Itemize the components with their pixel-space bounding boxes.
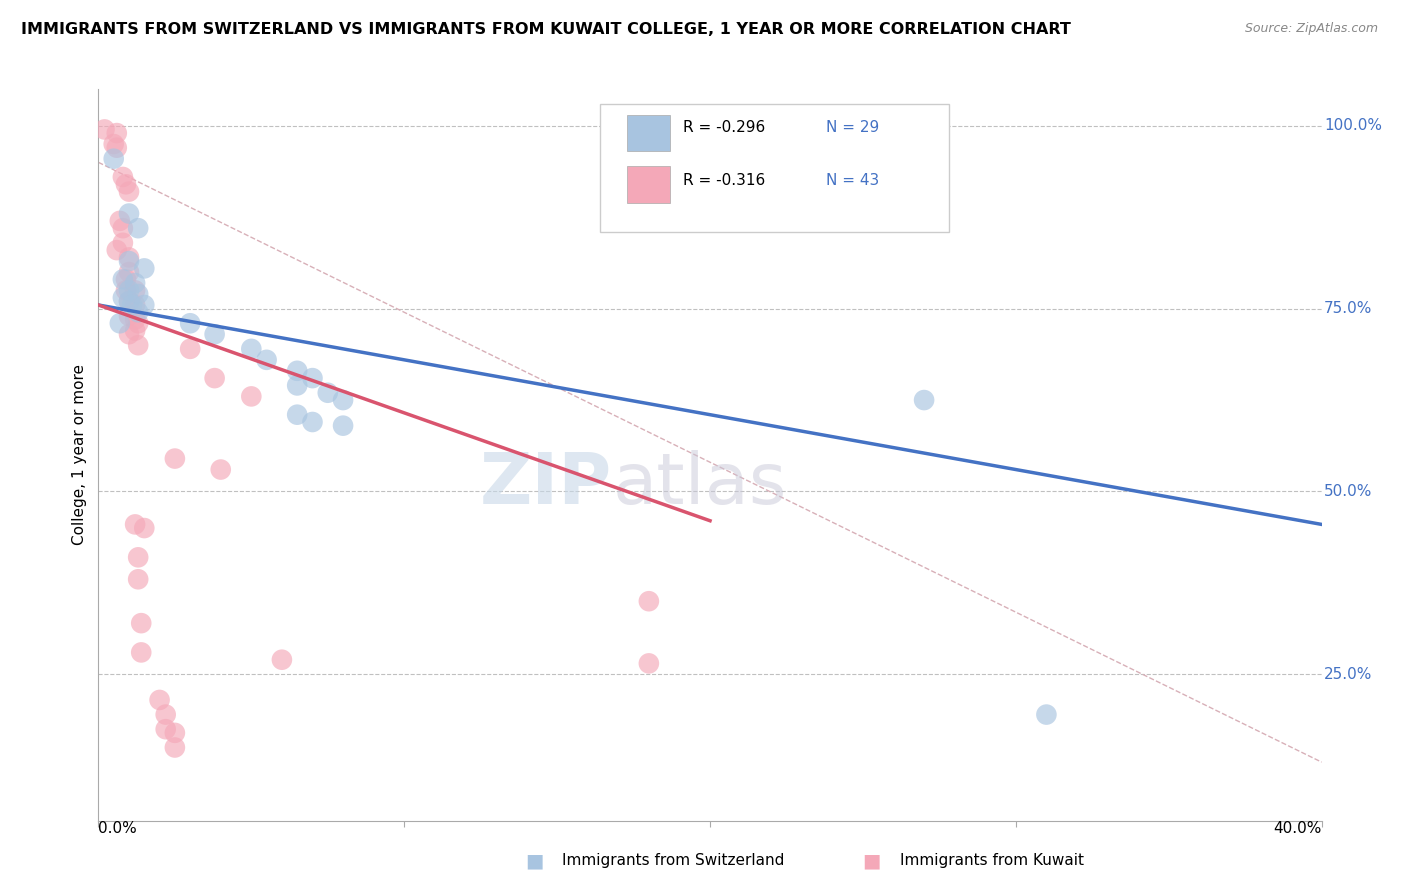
Y-axis label: College, 1 year or more: College, 1 year or more bbox=[72, 365, 87, 545]
Point bbox=[115, 284, 138, 298]
Point bbox=[124, 298, 146, 312]
Point bbox=[111, 272, 134, 286]
Text: 100.0%: 100.0% bbox=[1324, 119, 1382, 133]
Text: Source: ZipAtlas.com: Source: ZipAtlas.com bbox=[1244, 22, 1378, 36]
Point bbox=[124, 312, 146, 326]
Text: N = 29: N = 29 bbox=[827, 120, 880, 135]
Point bbox=[127, 338, 149, 352]
Point bbox=[118, 284, 141, 298]
Point bbox=[127, 287, 149, 301]
Point bbox=[285, 378, 308, 392]
Text: ZIP: ZIP bbox=[479, 450, 612, 518]
Point bbox=[105, 141, 128, 155]
Point bbox=[105, 126, 128, 140]
Point bbox=[127, 572, 149, 586]
Point bbox=[111, 169, 134, 184]
Bar bbox=[627, 115, 669, 152]
Point bbox=[637, 657, 661, 671]
Point bbox=[204, 371, 226, 385]
Point bbox=[912, 392, 935, 407]
Point bbox=[118, 206, 141, 220]
Point bbox=[115, 178, 138, 192]
Point bbox=[316, 385, 339, 400]
Point bbox=[124, 284, 146, 298]
Point bbox=[111, 291, 134, 305]
Point bbox=[204, 327, 226, 342]
Point bbox=[111, 221, 134, 235]
Point bbox=[129, 616, 152, 631]
Text: N = 43: N = 43 bbox=[827, 173, 880, 188]
Point bbox=[256, 352, 278, 367]
Point bbox=[111, 235, 134, 250]
Point bbox=[155, 707, 177, 722]
Point bbox=[127, 550, 149, 565]
Text: atlas: atlas bbox=[612, 450, 786, 518]
Point bbox=[240, 389, 263, 403]
Point bbox=[637, 594, 661, 608]
Point bbox=[134, 298, 156, 312]
Point bbox=[118, 185, 141, 199]
Point bbox=[179, 316, 201, 330]
Point bbox=[209, 462, 232, 476]
Point bbox=[115, 272, 138, 286]
Text: 40.0%: 40.0% bbox=[1274, 821, 1322, 836]
Text: 25.0%: 25.0% bbox=[1324, 667, 1372, 681]
Text: Immigrants from Kuwait: Immigrants from Kuwait bbox=[900, 854, 1084, 868]
Point bbox=[285, 364, 308, 378]
Point bbox=[103, 152, 125, 166]
Text: Immigrants from Switzerland: Immigrants from Switzerland bbox=[562, 854, 785, 868]
Point bbox=[240, 342, 263, 356]
Point bbox=[129, 645, 152, 659]
Point bbox=[149, 693, 172, 707]
Text: ■: ■ bbox=[862, 851, 882, 871]
Point bbox=[118, 294, 141, 309]
Point bbox=[301, 415, 323, 429]
Point bbox=[118, 254, 141, 268]
Point bbox=[301, 371, 323, 385]
Text: 75.0%: 75.0% bbox=[1324, 301, 1372, 316]
Point bbox=[118, 294, 141, 309]
Point bbox=[127, 316, 149, 330]
Point bbox=[118, 327, 141, 342]
Point bbox=[108, 316, 131, 330]
Text: 50.0%: 50.0% bbox=[1324, 484, 1372, 499]
Point bbox=[163, 451, 186, 466]
Point bbox=[163, 726, 186, 740]
Point bbox=[134, 261, 156, 276]
Point bbox=[1035, 707, 1057, 722]
Point bbox=[332, 418, 354, 433]
Text: 0.0%: 0.0% bbox=[98, 821, 138, 836]
Point bbox=[270, 653, 292, 667]
Text: R = -0.296: R = -0.296 bbox=[683, 120, 765, 135]
Point bbox=[134, 521, 156, 535]
Point bbox=[127, 221, 149, 235]
Point bbox=[285, 408, 308, 422]
Point bbox=[124, 324, 146, 338]
Point bbox=[118, 309, 141, 323]
Point bbox=[124, 276, 146, 290]
Text: R = -0.316: R = -0.316 bbox=[683, 173, 765, 188]
Point bbox=[179, 342, 201, 356]
Bar bbox=[627, 166, 669, 202]
Point bbox=[163, 740, 186, 755]
Point bbox=[332, 392, 354, 407]
Text: IMMIGRANTS FROM SWITZERLAND VS IMMIGRANTS FROM KUWAIT COLLEGE, 1 YEAR OR MORE CO: IMMIGRANTS FROM SWITZERLAND VS IMMIGRANT… bbox=[21, 22, 1071, 37]
Point bbox=[105, 243, 128, 257]
Point bbox=[127, 305, 149, 319]
Point bbox=[121, 298, 143, 312]
Point bbox=[93, 122, 115, 136]
Text: ■: ■ bbox=[524, 851, 544, 871]
Point bbox=[118, 265, 141, 279]
Point bbox=[103, 137, 125, 152]
FancyBboxPatch shape bbox=[600, 103, 949, 232]
Point bbox=[118, 251, 141, 265]
Point bbox=[124, 517, 146, 532]
Point bbox=[155, 723, 177, 737]
Point bbox=[108, 214, 131, 228]
